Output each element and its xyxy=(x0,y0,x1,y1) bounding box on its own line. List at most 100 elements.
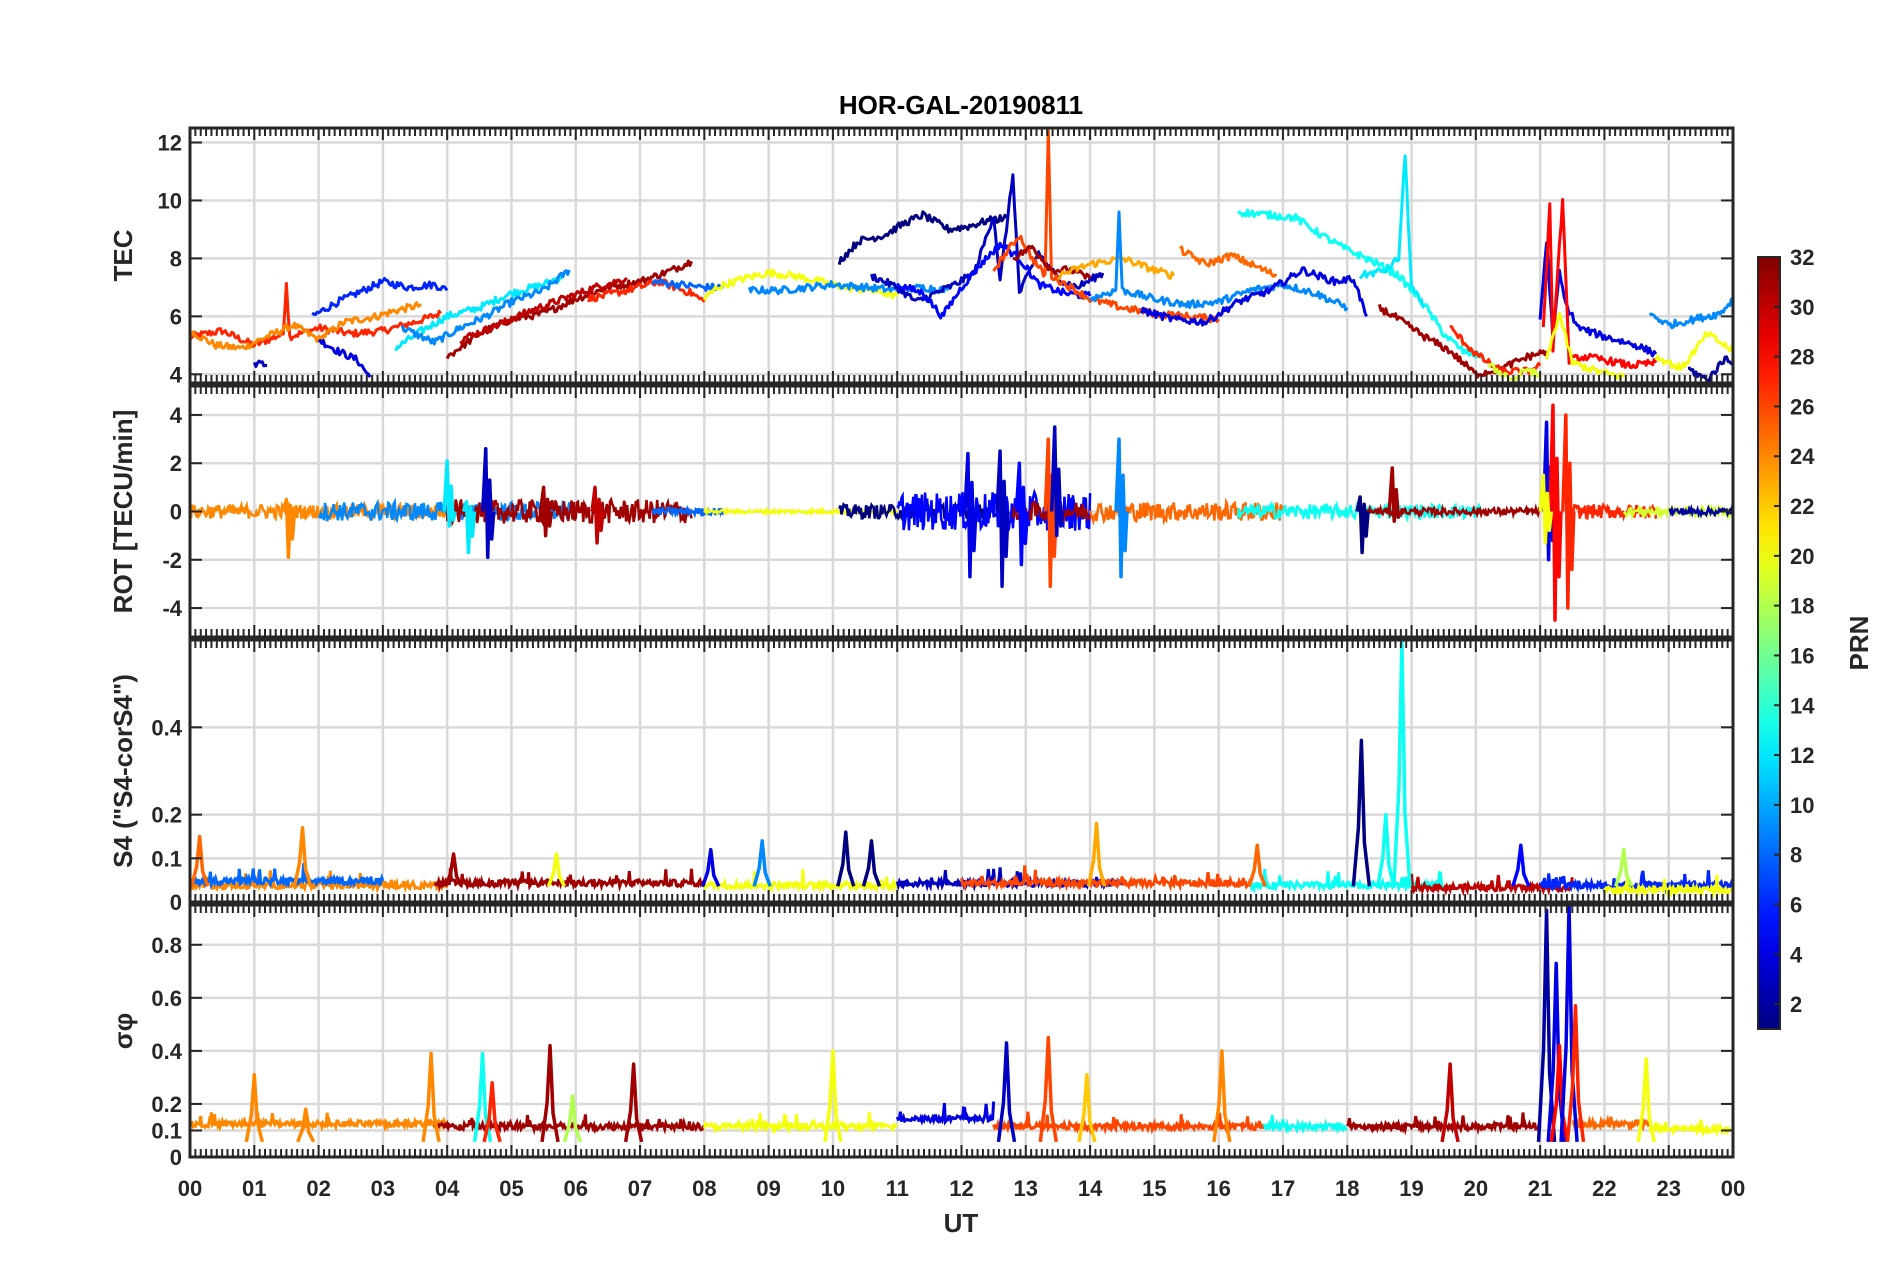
rot-spike-prn-3 xyxy=(1049,425,1065,538)
rot-spike-prn-26 xyxy=(1043,437,1059,589)
colorbar-tick-label: 8 xyxy=(1790,843,1802,868)
sigma-spike-prn-3 xyxy=(996,1041,1017,1143)
x-tick-label: 11 xyxy=(886,1176,909,1201)
colorbar-tick-label: 2 xyxy=(1790,992,1802,1017)
y-tick-label-sigma: 0.1 xyxy=(151,1118,182,1143)
x-tick-label: 19 xyxy=(1399,1176,1423,1201)
rot-spike-prn-24 xyxy=(281,497,297,560)
x-tick-label: 16 xyxy=(1206,1176,1230,1201)
tec-series-prn-20 xyxy=(1654,330,1733,372)
tec-series-prn-4 xyxy=(1140,266,1368,327)
tec-series-prn-8 xyxy=(651,278,725,292)
sigma-spike-prn-27 xyxy=(1565,1004,1586,1143)
s4-baseline-prn-8 xyxy=(190,862,385,890)
chart-title: HOR-GAL-20190811 xyxy=(839,90,1083,120)
x-tick-label: 07 xyxy=(628,1176,652,1201)
grid-s4 xyxy=(190,640,1733,904)
sigma-baseline-prn-24 xyxy=(190,1112,449,1133)
colorbar-tick-label: 24 xyxy=(1790,444,1815,469)
sigma-spike-prn-26 xyxy=(1038,1035,1059,1143)
sigma-spike-prn-22 xyxy=(1077,1073,1097,1143)
colorbar-tick-label: 12 xyxy=(1790,743,1814,768)
colorbar-tick-label: 4 xyxy=(1790,942,1803,967)
y-tick-label-tec: 8 xyxy=(170,246,182,271)
s4-spike-prn-4 xyxy=(701,847,721,888)
tec-series-prn-13 xyxy=(1236,208,1483,359)
sigma-spike-prn-31 xyxy=(623,1062,644,1143)
x-tick-label: 20 xyxy=(1464,1176,1488,1201)
x-tick-label: 02 xyxy=(306,1176,330,1201)
x-tick-label: 21 xyxy=(1528,1176,1552,1201)
panel-tec: 4 6 8 10 12 TEC xyxy=(108,126,1735,387)
series-sigma xyxy=(190,905,1733,1143)
s4-spike-prn-9 xyxy=(752,839,772,887)
y-tick-label-tec: 12 xyxy=(158,130,182,155)
tec-series-prn-24 xyxy=(190,301,422,351)
rot-spike-prn-12 xyxy=(461,500,477,555)
s4-spike-prn-1 xyxy=(861,839,882,887)
colorbar-tick-label: 22 xyxy=(1790,494,1814,519)
sigma-spike-prn-18 xyxy=(562,1094,583,1143)
sigma-baseline-prn-4 xyxy=(895,1101,996,1126)
y-tick-label-tec: 6 xyxy=(170,304,182,329)
y-axis-label-sigma: σφ xyxy=(108,1013,138,1049)
y-tick-label-sigma: 0.2 xyxy=(151,1092,182,1117)
sigma-baseline-prn-13 xyxy=(1262,1114,1348,1135)
s4-spike-prn-13 xyxy=(1376,812,1396,887)
tec-series-prn-5 xyxy=(895,241,1092,320)
tec-series-prn-9 xyxy=(747,280,950,296)
tec-series-prn-26 xyxy=(992,129,1220,324)
colorbar-tick-label: 30 xyxy=(1790,295,1814,320)
ticks-tec xyxy=(189,128,1734,383)
y-tick-label-sigma: 0.6 xyxy=(151,986,182,1011)
rot-spike-prn-27 xyxy=(1561,413,1576,610)
series-tec xyxy=(190,129,1733,383)
x-axis-label: UT xyxy=(944,1208,979,1238)
s4-spike-prn-18 xyxy=(1614,847,1634,888)
ticks-rot xyxy=(189,386,1734,637)
tec-series-prn-4 xyxy=(1538,241,1658,358)
y-tick-label-s4: 0.4 xyxy=(151,715,182,740)
sigma-spike-prn-31 xyxy=(540,1043,560,1143)
tec-series-prn-1 xyxy=(837,210,1008,265)
tec-series-prn-20 xyxy=(1545,311,1626,380)
tec-series-prn-28 xyxy=(1541,198,1658,370)
x-tick-label: 18 xyxy=(1335,1176,1359,1201)
tec-series-prn-31 xyxy=(1377,304,1548,379)
rot-spike-prn-31 xyxy=(538,485,554,538)
sigma-baseline-prn-20 xyxy=(702,1112,898,1135)
x-tick-label: 10 xyxy=(821,1176,845,1201)
y-tick-label-sigma: 0.8 xyxy=(151,933,182,958)
sigma-baseline-prn-25 xyxy=(1571,1114,1651,1133)
colorbar-tick-label: 26 xyxy=(1790,394,1814,419)
sigma-spike-prn-24 xyxy=(1212,1049,1232,1143)
tec-series-prn-9 xyxy=(1648,297,1733,330)
series-s4 xyxy=(190,640,1733,899)
tec-series-prn-6 xyxy=(311,277,449,317)
tec-series-prn-27 xyxy=(190,281,442,349)
y-tick-label-s4: 0.2 xyxy=(151,803,182,828)
rot-spike-prn-30 xyxy=(590,485,605,545)
panel-rot: -4 -2 0 2 4 ROT [TECU/min] xyxy=(108,384,1735,639)
colorbar-tick-label: 10 xyxy=(1790,793,1814,818)
x-tick-label: 14 xyxy=(1078,1176,1103,1201)
sigma-baseline-prn-26 xyxy=(992,1111,1266,1135)
y-tick-label-rot: 2 xyxy=(170,451,182,476)
s4-spike-prn-31 xyxy=(443,852,464,888)
tec-series-prn-12 xyxy=(394,274,565,352)
tec-series-prn-4 xyxy=(317,338,372,378)
s4-spike-prn-1 xyxy=(1351,738,1372,887)
y-tick-label-tec: 10 xyxy=(158,188,182,213)
rot-spike-prn-3 xyxy=(995,449,1010,589)
x-tick-label: 08 xyxy=(692,1176,716,1201)
s4-spike-prn-25 xyxy=(1247,843,1267,887)
y-tick-label-tec: 4 xyxy=(170,362,183,387)
colorbar-tick-label: 20 xyxy=(1790,544,1814,569)
y-tick-label-rot: -2 xyxy=(162,548,182,573)
y-tick-label-sigma: 0 xyxy=(170,1145,182,1170)
rot-spike-prn-12 xyxy=(442,459,457,528)
y-tick-label-s4: 0.1 xyxy=(151,846,182,871)
